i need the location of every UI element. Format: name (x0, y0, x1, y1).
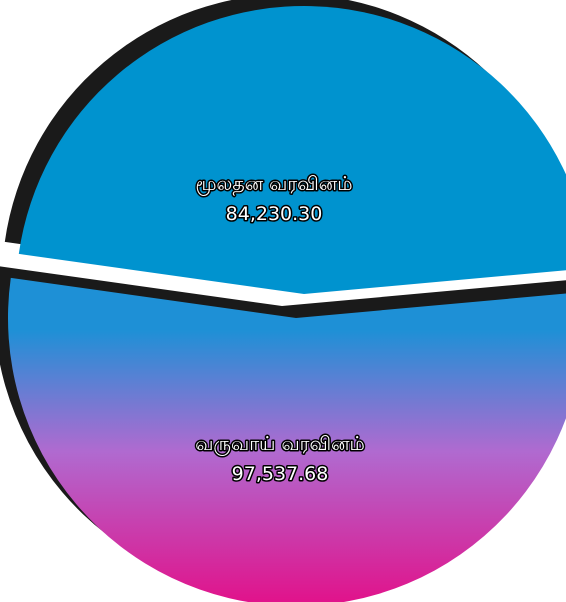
pie-label-layer: மூலதன வரவினம் 84,230.30 வருவாய் வரவினம் 97,… (194, 172, 367, 487)
pie-slice-2 (8, 277, 566, 602)
pie-slice-value-2: 97,537.68 (232, 463, 329, 485)
pie-slice-layer (8, 6, 566, 602)
pie-slice-label-2: வருவாய் வரவினம் (195, 433, 365, 456)
pie-slice-label-1: மூலதன வரவினம் (196, 173, 353, 196)
pie-slice-value-1: 84,230.30 (226, 203, 323, 225)
pie-slice-1 (18, 6, 566, 294)
